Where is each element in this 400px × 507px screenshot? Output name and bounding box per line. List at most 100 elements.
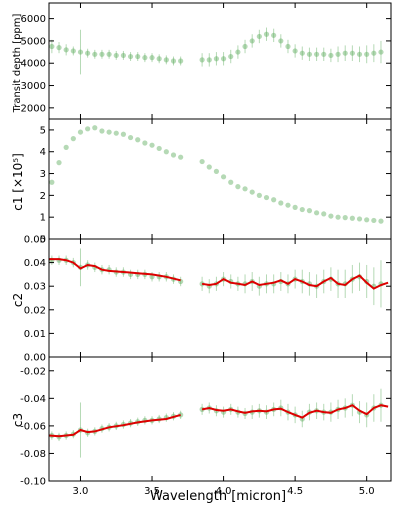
data-point bbox=[85, 126, 91, 132]
data-point bbox=[142, 55, 148, 61]
data-point bbox=[364, 51, 370, 57]
y-tick-label: 0.04 bbox=[24, 258, 46, 269]
x-axis-label: Wavelength [micron] bbox=[150, 489, 286, 504]
data-point bbox=[149, 142, 155, 148]
data-point bbox=[321, 51, 327, 57]
data-point bbox=[127, 134, 134, 141]
c3-panel: -0.10 -0.08 -0.06 -0.04 -0.02 3.0 3.5 4.0 4.5 5.0 bbox=[20, 356, 392, 497]
data-point bbox=[228, 179, 234, 185]
data-point bbox=[271, 197, 277, 203]
data-point bbox=[342, 215, 348, 221]
data-point bbox=[85, 50, 91, 56]
data-point bbox=[135, 53, 141, 60]
c2-panel: 0.00 0.01 0.02 0.03 0.04 0.05 bbox=[24, 235, 392, 364]
data-point bbox=[235, 49, 241, 55]
data-point bbox=[306, 51, 313, 57]
data-point bbox=[335, 51, 341, 57]
x-tick-label: 4.0 bbox=[216, 486, 232, 497]
fit-line bbox=[201, 404, 389, 419]
x-tick-label: 3.5 bbox=[144, 486, 160, 497]
data-point bbox=[356, 51, 363, 57]
data-point bbox=[56, 160, 62, 166]
data-point bbox=[278, 200, 284, 206]
data-point bbox=[364, 217, 370, 223]
data-point bbox=[99, 128, 105, 134]
data-point bbox=[127, 53, 134, 60]
y-tick-label: -0.04 bbox=[20, 394, 46, 405]
data-point bbox=[113, 52, 119, 59]
y-tick-label: 2 bbox=[40, 191, 46, 202]
y-tick-label: 6000 bbox=[21, 14, 46, 25]
data-point bbox=[199, 158, 205, 165]
data-point bbox=[70, 48, 76, 54]
data-point bbox=[156, 56, 162, 62]
y-tick-label: -0.02 bbox=[20, 366, 46, 377]
data-point bbox=[321, 211, 327, 217]
data-point bbox=[371, 217, 377, 224]
data-point bbox=[106, 51, 112, 57]
data-point bbox=[292, 204, 298, 210]
y-tick-label: 0.00 bbox=[24, 353, 46, 364]
data-point bbox=[70, 136, 76, 142]
data-point bbox=[206, 164, 212, 170]
data-point bbox=[92, 51, 98, 57]
data-point bbox=[342, 50, 348, 56]
y-tick-label: 3 bbox=[40, 169, 46, 180]
data-point bbox=[263, 31, 270, 37]
data-point bbox=[156, 145, 162, 152]
y-tick-label: 5 bbox=[40, 125, 46, 136]
data-point bbox=[249, 38, 255, 44]
data-point bbox=[213, 168, 220, 174]
data-point bbox=[228, 53, 234, 60]
y-tick-label: 0.05 bbox=[24, 235, 46, 246]
y-tick-label: 4000 bbox=[21, 59, 46, 70]
data-point bbox=[256, 192, 262, 198]
y-axis-label-c2: c2 bbox=[11, 293, 25, 307]
data-point bbox=[49, 43, 55, 50]
data-point bbox=[199, 57, 205, 63]
data-point bbox=[49, 179, 55, 185]
data-point bbox=[77, 129, 84, 135]
y-tick-label: 3000 bbox=[21, 81, 46, 92]
data-point bbox=[120, 131, 127, 137]
fit-line bbox=[201, 274, 389, 290]
x-tick-label: 5.0 bbox=[359, 486, 375, 497]
data-point bbox=[278, 38, 284, 44]
y-tick-label: 2000 bbox=[21, 103, 46, 114]
data-point bbox=[220, 56, 227, 62]
data-point bbox=[120, 52, 127, 59]
data-point bbox=[349, 50, 355, 56]
data-point bbox=[99, 51, 105, 57]
data-point bbox=[313, 51, 320, 57]
data-point bbox=[77, 49, 84, 55]
data-point bbox=[356, 216, 363, 222]
data-point bbox=[256, 33, 262, 40]
data-point bbox=[170, 58, 177, 64]
data-point bbox=[206, 57, 212, 63]
x-tick-label: 3.0 bbox=[73, 486, 89, 497]
fit-line bbox=[48, 413, 181, 438]
data-point bbox=[378, 218, 384, 224]
data-point bbox=[285, 202, 291, 208]
data-point bbox=[178, 154, 184, 160]
y-tick-label: -0.08 bbox=[20, 449, 46, 460]
data-point bbox=[63, 144, 69, 150]
data-point bbox=[113, 130, 119, 136]
y-tick-label: 0.02 bbox=[24, 305, 46, 316]
fit-line bbox=[49, 258, 181, 282]
data-point bbox=[163, 149, 169, 155]
y-tick-label: 0.01 bbox=[24, 329, 46, 340]
transit-depth-panel: 2000 3000 4000 5000 6000 bbox=[21, 2, 392, 120]
data-point bbox=[163, 57, 169, 63]
data-point bbox=[335, 214, 341, 220]
y-tick-label: -0.10 bbox=[20, 477, 46, 488]
data-point bbox=[220, 174, 227, 180]
y-tick-label: -0.06 bbox=[20, 421, 46, 432]
data-point bbox=[63, 47, 69, 53]
data-point bbox=[142, 140, 148, 146]
y-axis-label-c1: c1 [×10⁵] bbox=[11, 153, 25, 211]
data-point bbox=[328, 52, 334, 59]
data-point bbox=[349, 215, 355, 221]
y-tick-label: 4 bbox=[40, 147, 46, 158]
